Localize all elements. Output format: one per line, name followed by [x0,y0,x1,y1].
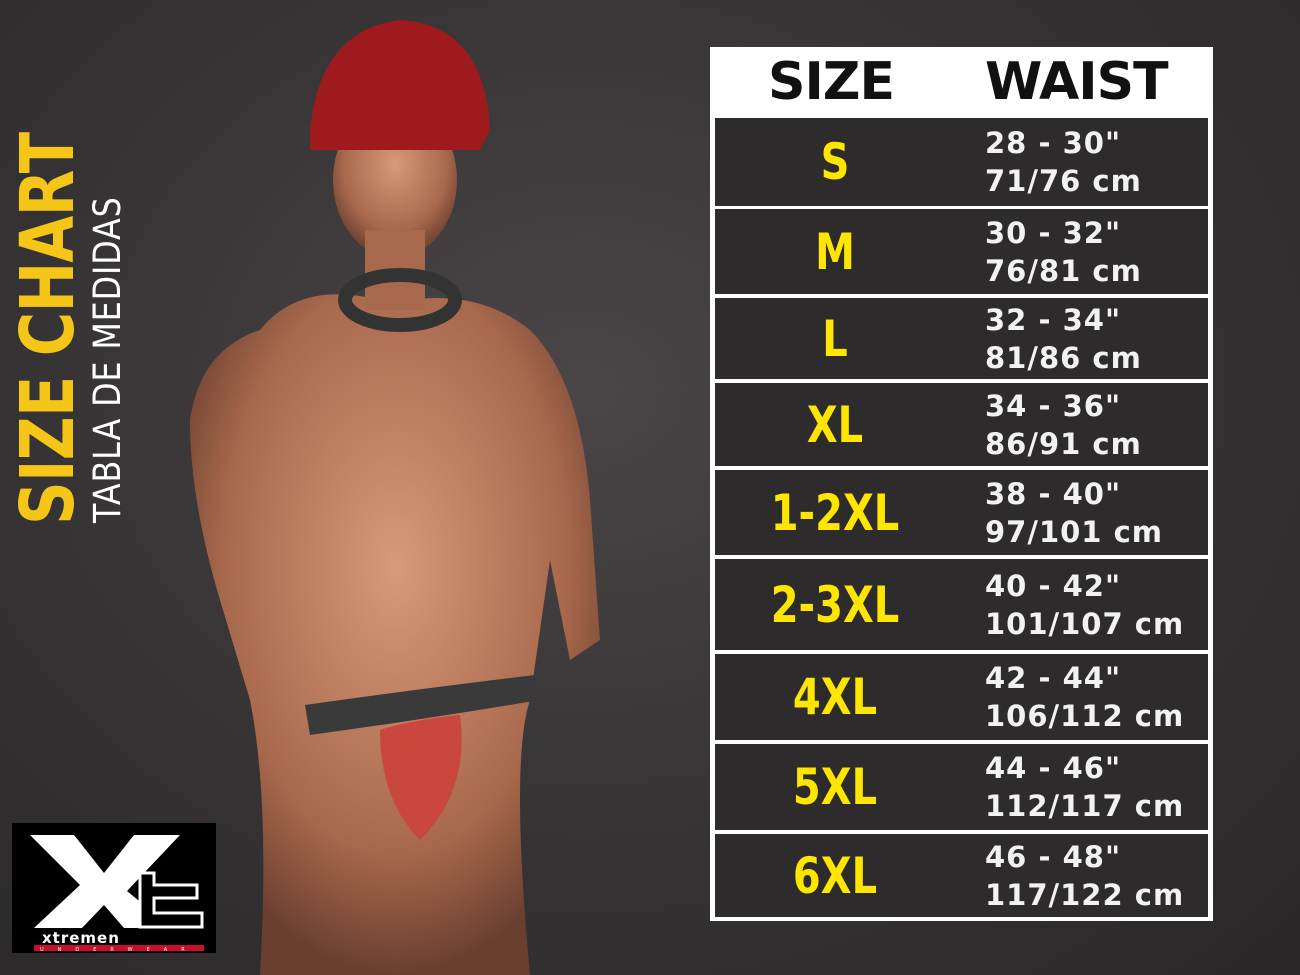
table-row: L 32 - 34" 81/86 cm [715,298,1208,379]
table-row: 6XL 46 - 48" 117/122 cm [715,834,1208,917]
logo-tagline: UNDERWEAR [40,947,199,953]
table-row: 5XL 44 - 46" 112/117 cm [715,744,1208,830]
waist-cm: 112/117 cm [985,789,1185,823]
waist-inches: 38 - 40" [985,476,1122,511]
table-header: SIZE WAIST [710,47,1213,117]
logo-t-mark [138,871,204,929]
size-cell: L [822,309,848,368]
waist-cell: 32 - 34" 81/86 cm [985,301,1142,377]
size-cell: 2-3XL [770,575,900,634]
size-cell: M [815,222,855,281]
waist-cm: 76/81 cm [985,253,1142,288]
model-photo [190,20,600,975]
size-cell: XL [806,395,864,454]
chart-subtitle: TABLA DE MEDIDAS [86,196,129,523]
waist-cm: 106/112 cm [985,699,1185,733]
waist-inches: 42 - 44" [985,661,1122,695]
waist-cell: 46 - 48" 117/122 cm [985,838,1184,914]
waist-cm: 117/122 cm [985,877,1185,912]
waist-cell: 30 - 32" 76/81 cm [985,214,1142,290]
waist-cell: 42 - 44" 106/112 cm [985,659,1184,735]
waist-cell: 28 - 30" 71/76 cm [985,124,1142,200]
waist-cm: 81/86 cm [985,340,1142,375]
waist-cm: 101/107 cm [985,606,1185,641]
waist-inches: 40 - 42" [985,568,1122,603]
table-row: XL 34 - 36" 86/91 cm [715,383,1208,466]
waist-cell: 44 - 46" 112/117 cm [985,749,1184,825]
table-row: 4XL 42 - 44" 106/112 cm [715,654,1208,740]
size-cell: 6XL [792,846,878,905]
size-table: SIZE WAIST S 28 - 30" 71/76 cm M 30 - 32" 76… [710,47,1213,921]
waist-cm: 97/101 cm [985,514,1163,549]
waist-cell: 38 - 40" 97/101 cm [985,475,1163,551]
waist-inches: 30 - 32" [985,215,1122,250]
waist-inches: 44 - 46" [985,751,1122,785]
size-cell: S [820,133,850,191]
table-row: M 30 - 32" 76/81 cm [715,209,1208,294]
logo-brand: xtremen [42,929,120,947]
header-size: SIZE [768,52,895,112]
waist-cm: 86/91 cm [985,426,1142,461]
table-row: S 28 - 30" 71/76 cm [715,118,1208,206]
side-title: SIZE CHART TABLA DE MEDIDAS [5,47,129,525]
table-row: 2-3XL 40 - 42" 101/107 cm [715,559,1208,650]
waist-inches: 32 - 34" [985,302,1122,337]
size-cell: 5XL [792,758,878,816]
waist-cell: 40 - 42" 101/107 cm [985,567,1184,643]
xtremen-logo: xtremen UNDERWEAR [12,823,216,953]
waist-cm: 71/76 cm [985,164,1142,198]
waist-inches: 46 - 48" [985,839,1122,874]
waist-inches: 34 - 36" [985,388,1122,423]
table-row: 1-2XL 38 - 40" 97/101 cm [715,470,1208,555]
size-cell: 1-2XL [770,483,900,542]
waist-cell: 34 - 36" 86/91 cm [985,387,1142,463]
size-cell: 4XL [792,668,878,726]
chart-title: SIZE CHART [5,132,91,525]
waist-inches: 28 - 30" [985,126,1122,160]
header-waist: WAIST [985,52,1169,112]
